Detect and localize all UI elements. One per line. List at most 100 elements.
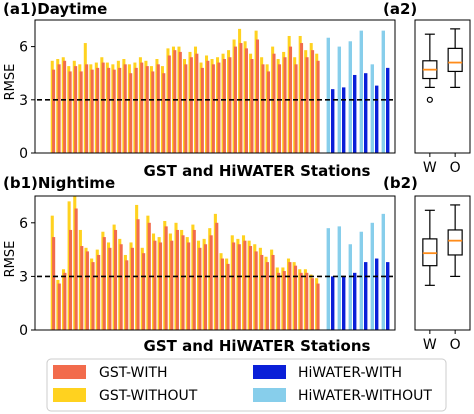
legend-label-gst-with: GST-WITH xyxy=(99,365,168,381)
bar-hiwater-with xyxy=(331,89,335,153)
legend-entry-gst-with: GST-WITH xyxy=(53,365,168,381)
box-iqr xyxy=(447,47,463,73)
bar-gst-with xyxy=(63,272,67,330)
bar-hiwater-without xyxy=(370,64,374,153)
bar-gst-with xyxy=(310,278,314,330)
bar-gst-with xyxy=(316,283,320,330)
legend-label-hiwater-with: HiWATER-WITH xyxy=(298,365,402,381)
bar-gst-with xyxy=(80,246,84,330)
bar-gst-with xyxy=(151,71,155,153)
bar-gst-with xyxy=(289,46,293,153)
bar-gst-with xyxy=(305,57,309,153)
bar-gst-with xyxy=(271,254,275,330)
bar-hiwater-without xyxy=(326,228,330,330)
legend-frame xyxy=(46,358,447,412)
panel-b1-yticks: 0 3 6 xyxy=(19,216,35,339)
bar-gst-with xyxy=(173,50,177,153)
legend-label-gst-without: GST-WITHOUT xyxy=(99,388,198,404)
bar-gst-with xyxy=(233,46,237,153)
legend-swatch-gst-with xyxy=(53,365,86,379)
bar-hiwater-without xyxy=(337,46,341,153)
panel-a2-title: (a2) xyxy=(383,0,417,18)
y-tick-label: 0 xyxy=(19,146,28,162)
bar-hiwater-without xyxy=(337,226,341,330)
bar-gst-with xyxy=(52,69,56,153)
bar-hiwater-with xyxy=(353,74,357,153)
bar-gst-with xyxy=(282,271,286,330)
bar-gst-with xyxy=(311,50,315,153)
bar-gst-with xyxy=(74,66,78,153)
panel-b1-bar-group xyxy=(50,196,390,330)
bar-hiwater-without xyxy=(370,222,374,330)
bar-gst-with xyxy=(232,242,236,330)
bar-gst-with xyxy=(244,48,248,154)
bar-gst-with xyxy=(156,64,160,153)
bar-gst-with xyxy=(277,272,281,330)
bar-gst-with xyxy=(294,64,298,153)
bar-gst-with xyxy=(187,242,191,330)
bar-gst-with xyxy=(255,39,259,154)
box-iqr xyxy=(447,229,463,256)
bar-gst-with xyxy=(52,237,56,330)
bar-hiwater-without xyxy=(359,231,363,330)
panel-b1-xlabel: GST and HiWATER Stations xyxy=(144,337,371,355)
bar-gst-with xyxy=(198,247,202,330)
bar-gst-with xyxy=(260,254,264,330)
bar-gst-with xyxy=(200,67,204,153)
bar-gst-with xyxy=(68,71,72,153)
legend-swatch-gst-without xyxy=(53,388,86,402)
x-tick-label: O xyxy=(450,160,461,176)
legend: GST-WITH HiWATER-WITH GST-WITHOUT HiWATE… xyxy=(46,358,447,412)
bar-gst-with xyxy=(266,71,271,153)
y-tick-label: 0 xyxy=(19,323,28,339)
bar-gst-with xyxy=(74,208,78,330)
bar-gst-with xyxy=(239,43,243,153)
bar-gst-with xyxy=(130,247,134,330)
bar-gst-with xyxy=(125,260,129,330)
panel-a1-daytime-bars: (a1)Daytime RMSE 0 3 6 GST and HiWATER Sta… xyxy=(3,0,396,180)
bar-gst-with xyxy=(288,262,292,330)
bar-gst-with xyxy=(316,60,320,153)
bar-gst-with xyxy=(162,73,166,153)
bar-gst-with xyxy=(192,229,196,330)
box-outlier xyxy=(426,96,433,103)
bar-hiwater-with xyxy=(386,67,390,153)
bar-gst-with xyxy=(283,57,287,153)
bar-hiwater-without xyxy=(381,213,385,330)
bar-gst-with xyxy=(140,62,144,154)
bar-hiwater-with xyxy=(364,73,368,153)
bar-gst-with xyxy=(79,71,83,153)
bar-hiwater-without xyxy=(348,244,352,330)
bar-gst-with xyxy=(97,254,101,330)
x-tick-label: W xyxy=(423,337,437,353)
bar-gst-with xyxy=(164,226,168,330)
bar-gst-with xyxy=(243,240,247,330)
bar-hiwater-with xyxy=(375,258,379,330)
bar-gst-with xyxy=(153,240,157,330)
bar-gst-with xyxy=(206,60,210,153)
bar-gst-with xyxy=(250,59,254,154)
bar-gst-with xyxy=(184,64,188,153)
legend-entry-hiwater-with: HiWATER-WITH xyxy=(253,365,402,381)
bar-gst-with xyxy=(57,283,61,330)
panel-a1-ylabel: RMSE xyxy=(3,64,18,101)
bar-hiwater-without xyxy=(381,30,385,153)
bar-gst-with xyxy=(222,59,226,154)
bar-gst-with xyxy=(145,66,149,153)
bar-gst-with xyxy=(300,43,304,153)
panel-a1-title: (a1)Daytime xyxy=(3,0,107,18)
bar-gst-with xyxy=(265,262,269,330)
legend-swatch-hiwater-without xyxy=(253,388,286,402)
panel-a1-xlabel: GST and HiWATER Stations xyxy=(144,162,371,180)
panel-b1-ylabel: RMSE xyxy=(3,241,18,278)
panel-b2-frame xyxy=(414,195,471,331)
bar-gst-with xyxy=(170,240,174,330)
bar-gst-with xyxy=(178,51,182,153)
bar-gst-with xyxy=(261,64,265,153)
bar-gst-with xyxy=(175,229,179,330)
bar-gst-with xyxy=(63,60,67,153)
